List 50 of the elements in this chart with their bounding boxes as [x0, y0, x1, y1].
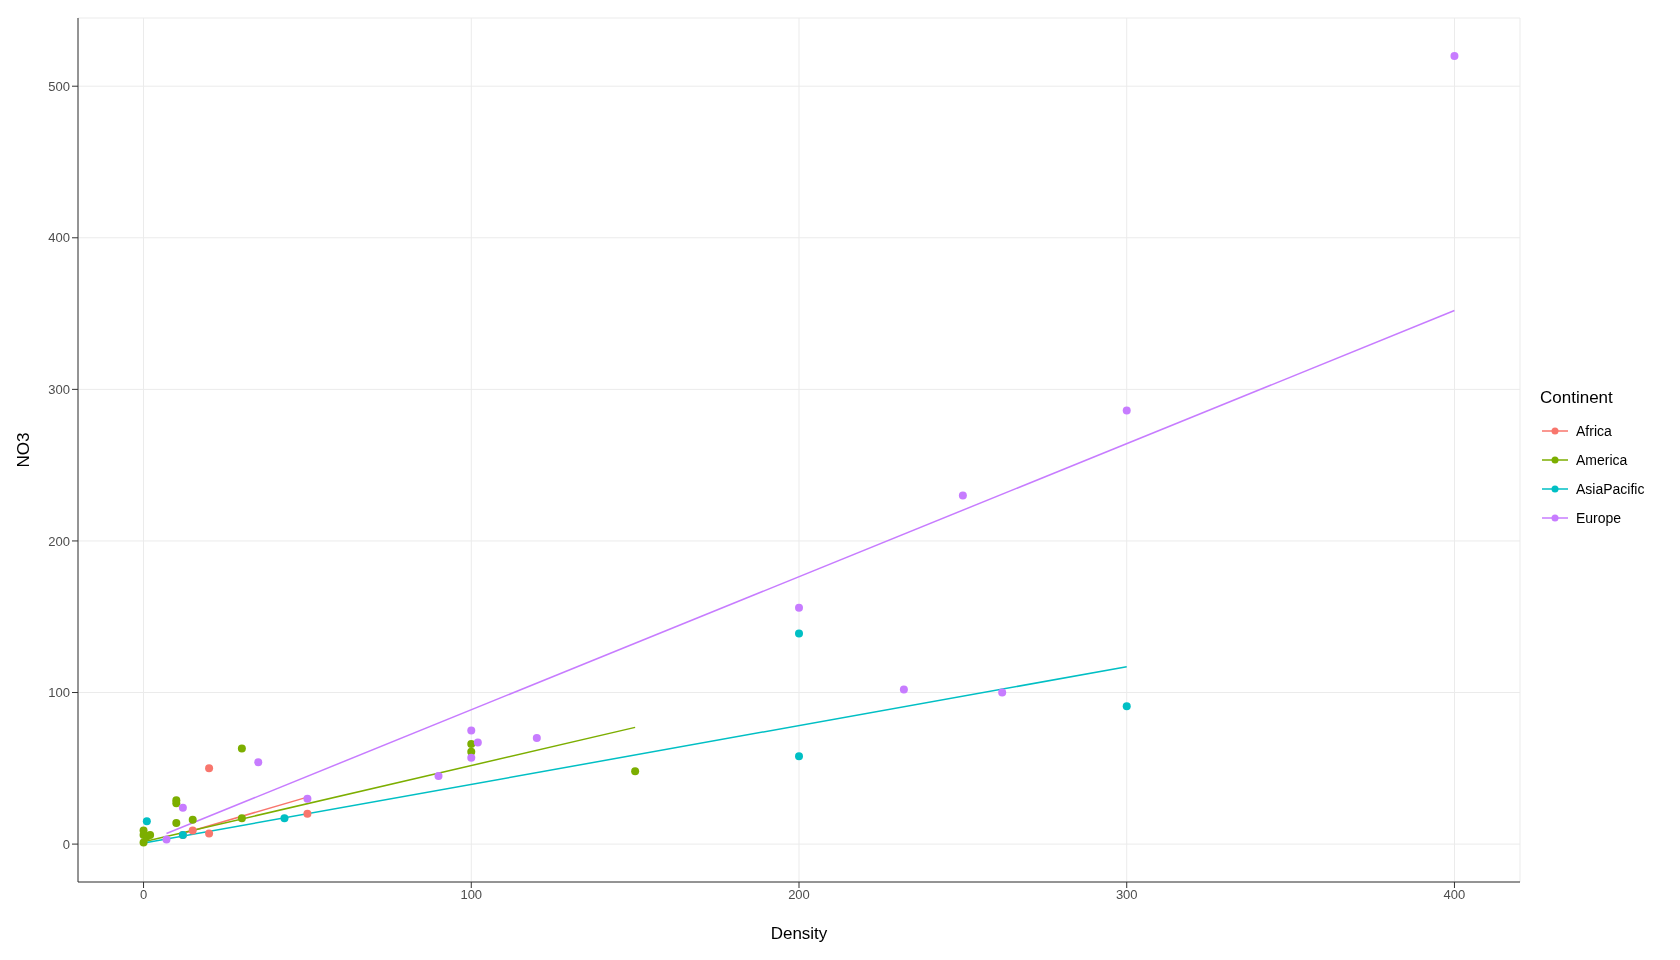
- point: [473, 738, 482, 747]
- point: [899, 685, 908, 694]
- y-tick-label: 400: [48, 230, 70, 246]
- point: [303, 794, 312, 803]
- x-tick-label: 300: [1115, 887, 1138, 903]
- point: [162, 835, 171, 844]
- point: [142, 817, 151, 826]
- x-tick-label: 400: [1443, 887, 1466, 903]
- point: [178, 803, 187, 812]
- point: [795, 629, 803, 638]
- point: [188, 826, 197, 835]
- point: [467, 726, 476, 735]
- point: [998, 688, 1007, 697]
- x-tick-label: 100: [460, 887, 483, 903]
- y-tick-label: 200: [48, 533, 70, 549]
- legend-title: Continent: [1540, 388, 1614, 408]
- point: [467, 753, 476, 762]
- point: [237, 744, 246, 753]
- point: [1450, 51, 1459, 60]
- point: [303, 809, 312, 818]
- point: [1122, 702, 1131, 711]
- point: [146, 831, 155, 840]
- point: [280, 814, 289, 823]
- y-tick-label: 300: [48, 381, 70, 397]
- y-tick-label: 500: [48, 78, 70, 94]
- point: [254, 758, 263, 767]
- y-tick-label: 0: [62, 836, 70, 852]
- point: [188, 815, 197, 824]
- x-tick-label: 0: [139, 887, 148, 903]
- y-tick-label: 100: [48, 685, 70, 701]
- legend-label: America: [1576, 451, 1628, 468]
- point: [172, 818, 181, 827]
- legend-label: AsiaPacific: [1576, 480, 1645, 497]
- point: [434, 771, 443, 780]
- point: [795, 603, 803, 612]
- x-tick-label: 200: [788, 887, 810, 903]
- point: [205, 829, 214, 838]
- point: [958, 491, 967, 500]
- point: [205, 764, 214, 773]
- y-axis-title: NO3: [14, 432, 34, 468]
- point: [631, 767, 640, 776]
- point: [237, 814, 246, 823]
- point: [795, 752, 803, 761]
- point: [467, 740, 476, 749]
- point: [139, 838, 148, 847]
- legend-label: Africa: [1576, 422, 1612, 439]
- x-axis-title: Density: [770, 924, 828, 944]
- point: [1122, 406, 1131, 415]
- legend-label: Europe: [1576, 509, 1622, 526]
- point: [532, 734, 541, 742]
